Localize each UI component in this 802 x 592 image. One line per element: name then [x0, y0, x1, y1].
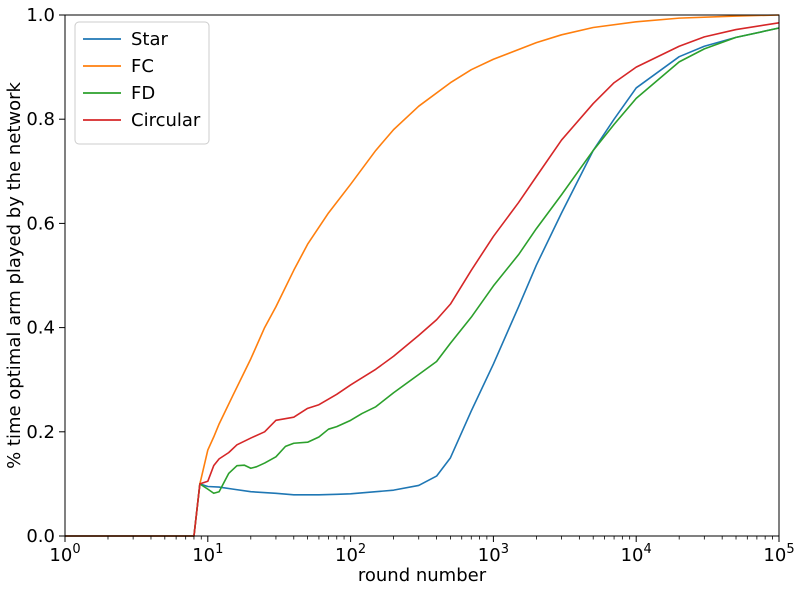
legend-label-circular: Circular — [131, 110, 201, 131]
series-line-circular — [65, 22, 780, 537]
series-line-fc — [65, 14, 780, 537]
y-tick-label: 0.6 — [26, 213, 55, 234]
legend-label-fc: FC — [131, 56, 154, 77]
legend-box — [74, 21, 210, 145]
x-axis-label: round number — [358, 565, 487, 586]
series-layer — [65, 14, 780, 537]
legend-label-fd: FD — [131, 83, 155, 104]
y-axis-label: % time optimal arm played by the network — [4, 81, 25, 468]
y-tick-label: 0.0 — [26, 526, 55, 547]
series-line-fd — [65, 27, 780, 537]
y-tick-label: 1.0 — [26, 5, 55, 26]
y-tick-label: 0.8 — [26, 109, 55, 130]
y-tick-label: 0.2 — [26, 422, 55, 443]
y-tick-label: 0.4 — [26, 318, 55, 339]
plot-frame — [64, 14, 780, 537]
legend-label-star: Star — [131, 29, 169, 50]
series-line-star — [65, 27, 780, 537]
legend: Star FC FD Circular — [74, 21, 210, 145]
